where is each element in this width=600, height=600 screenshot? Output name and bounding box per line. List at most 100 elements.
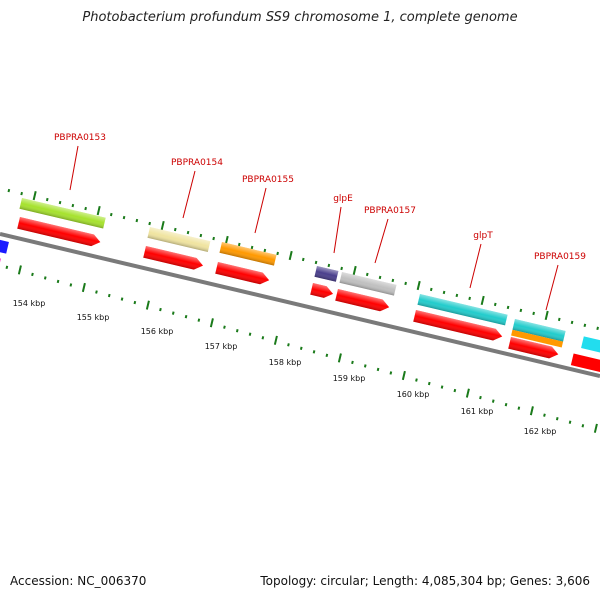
minor-tick (543, 413, 546, 417)
kbp-label: 158 kbp (269, 358, 302, 367)
gene-label: PBPRA0153 (54, 133, 106, 143)
partial-features-left (0, 238, 9, 269)
gene-block (314, 266, 339, 282)
minor-tick (493, 302, 497, 307)
upper-tick-ruler (7, 188, 599, 331)
major-tick (544, 310, 549, 321)
gene-feature-secondary (511, 329, 564, 348)
major-tick (401, 370, 406, 381)
gene-label: PBPRA0155 (242, 175, 294, 185)
minor-tick (5, 265, 9, 270)
minor-tick (69, 283, 73, 287)
minor-tick (199, 233, 203, 238)
minor-tick (596, 326, 599, 331)
minor-tick (442, 290, 446, 295)
gene-label: PBPRA0159 (534, 252, 586, 262)
genome-backbone (0, 232, 600, 378)
gene-label: glpE (333, 194, 353, 204)
minor-tick (95, 290, 98, 294)
lower-tick-ruler (5, 265, 598, 433)
major-tick (288, 250, 293, 261)
kbp-labels: 154 kbp 155 kbp 156 kbp 157 kbp 158 kbp 159 k… (13, 299, 557, 436)
minor-tick (312, 350, 316, 354)
minor-tick (71, 203, 75, 208)
major-tick (337, 353, 342, 363)
minor-tick (171, 311, 175, 315)
major-tick (273, 335, 278, 345)
minor-tick (287, 343, 290, 347)
minor-tick (491, 399, 495, 403)
minor-tick (506, 305, 510, 310)
major-tick (416, 280, 421, 291)
minor-tick (557, 317, 561, 322)
partial-features-right (570, 336, 600, 373)
gene-block (511, 319, 566, 348)
minor-tick (159, 307, 162, 312)
minor-tick (504, 402, 508, 407)
minor-tick (122, 215, 126, 220)
minor-tick (237, 242, 241, 247)
major-tick (96, 205, 101, 216)
gene-features (17, 198, 566, 359)
minor-tick (20, 191, 23, 196)
major-tick (145, 300, 150, 310)
minor-tick (109, 212, 113, 217)
label-leader-line (545, 264, 559, 311)
gene-block (339, 272, 397, 296)
label-leader-line (69, 145, 79, 191)
map-title: Photobacterium profundum SS9 chromosome … (82, 10, 518, 25)
kbp-label: 156 kbp (141, 327, 174, 336)
minor-tick (404, 281, 407, 286)
accession-text: Accession: NC_006370 (10, 574, 147, 588)
minor-tick (314, 260, 318, 265)
minor-tick (261, 336, 265, 340)
minor-tick (415, 378, 418, 382)
label-leader-line (469, 243, 482, 289)
genome-summary-text: Topology: circular; Length: 4,085,304 bp… (260, 574, 590, 588)
minor-tick (427, 381, 431, 386)
label-leader-line (333, 206, 342, 254)
minor-tick (365, 272, 369, 277)
minor-tick (440, 385, 444, 389)
major-tick (209, 318, 214, 328)
major-tick (17, 265, 22, 275)
minor-tick (212, 236, 215, 241)
minor-tick (235, 329, 239, 333)
minor-tick (186, 230, 190, 235)
minor-tick (56, 279, 60, 284)
gene-block (147, 227, 211, 252)
kbp-label: 160 kbp (397, 390, 430, 399)
minor-tick (479, 395, 482, 400)
minor-tick (58, 200, 62, 205)
minor-tick (389, 371, 393, 375)
minor-tick (555, 417, 559, 421)
minor-tick (45, 197, 49, 202)
major-tick (593, 423, 598, 433)
minor-tick (376, 367, 380, 372)
kbp-label: 159 kbp (333, 374, 366, 383)
minor-tick (378, 275, 382, 280)
minor-tick (453, 388, 457, 393)
label-leader-line (182, 170, 196, 219)
minor-tick (340, 266, 343, 271)
label-leader-line (254, 187, 267, 234)
minor-tick (325, 353, 329, 358)
minor-tick (263, 248, 267, 253)
minor-tick (570, 320, 574, 325)
minor-tick (519, 308, 523, 313)
minor-tick (120, 297, 124, 301)
major-tick (480, 295, 485, 306)
gene-block (417, 294, 508, 326)
kbp-label: 161 kbp (461, 407, 494, 416)
label-leader-line (374, 218, 389, 264)
minor-tick (248, 332, 252, 336)
minor-tick (84, 206, 87, 211)
minor-tick (583, 323, 587, 328)
minor-tick (351, 360, 354, 365)
kbp-label: 155 kbp (77, 313, 110, 322)
minor-tick (429, 287, 433, 292)
kbp-label: 154 kbp (13, 299, 46, 308)
kbp-label: 157 kbp (205, 342, 238, 351)
minor-tick (532, 311, 535, 316)
minor-tick (301, 257, 305, 262)
